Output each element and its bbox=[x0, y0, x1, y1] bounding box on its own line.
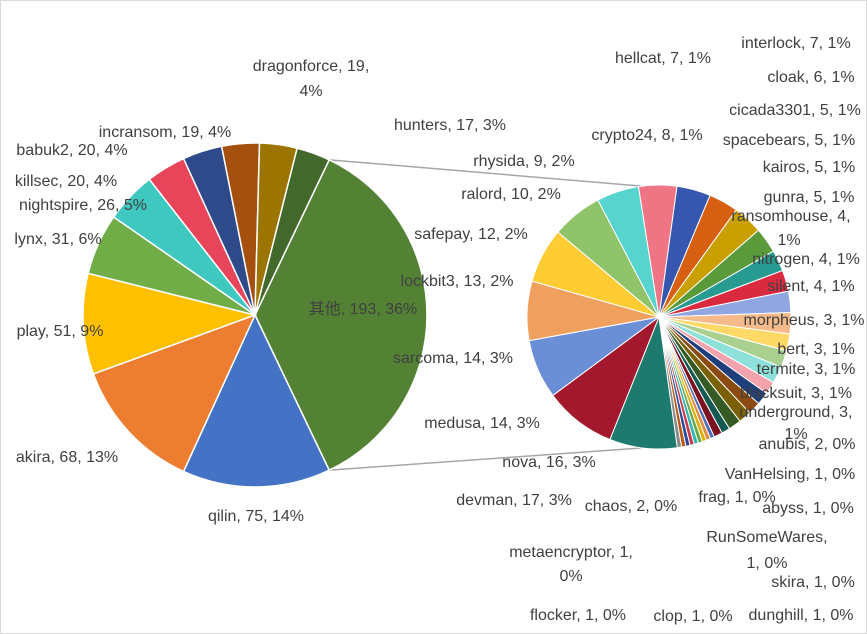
sec-label-clop: clop, 1, 0% bbox=[653, 608, 732, 625]
sec-label-blacksuit: blacksuit, 3, 1% bbox=[740, 385, 852, 402]
sec-label-morpheus: morpheus, 3, 1% bbox=[744, 312, 865, 329]
main-slice-akira bbox=[92, 313, 257, 473]
sec-label-interlock: interlock, 7, 1% bbox=[741, 35, 850, 52]
sec-label-metaencryptor-line2: 0% bbox=[559, 568, 582, 585]
sec-label-runsomewares-line1: RunSomeWares, bbox=[706, 529, 827, 546]
sec-label-hellcat: hellcat, 7, 1% bbox=[615, 50, 711, 67]
sec-label-cloak: cloak, 6, 1% bbox=[767, 69, 854, 86]
sec-label-rhysida: rhysida, 9, 2% bbox=[473, 153, 574, 170]
sec-label-underground-line2: 1% bbox=[784, 426, 807, 443]
sec-label-dunghill: dunghill, 1, 0% bbox=[749, 607, 854, 624]
main-label-hunters: hunters, 17, 3% bbox=[394, 117, 506, 134]
sec-label-chaos: chaos, 2, 0% bbox=[585, 498, 678, 515]
sec-label-abyss: abyss, 1, 0% bbox=[762, 500, 854, 517]
sec-label-ransomhouse-line2: 1% bbox=[777, 232, 800, 249]
main-label-akira: akira, 68, 13% bbox=[16, 449, 118, 466]
main-label-killsec: killsec, 20, 4% bbox=[15, 173, 117, 190]
sec-label-frag: frag, 1, 0% bbox=[698, 489, 775, 506]
sec-label-vanhelsing: VanHelsing, 1, 0% bbox=[725, 466, 855, 483]
main-label-dragonforce-line1: dragonforce, 19, bbox=[253, 58, 370, 75]
sec-label-termite: termite, 3, 1% bbox=[757, 361, 856, 378]
sec-label-medusa: medusa, 14, 3% bbox=[424, 415, 540, 432]
sec-label-nova: nova, 16, 3% bbox=[502, 454, 595, 471]
main-label-nightspire: nightspire, 26, 5% bbox=[19, 197, 147, 214]
sec-label-ransomhouse-line1: ransomhouse, 4, bbox=[731, 208, 850, 225]
sec-label-lockbit3: lockbit3, 13, 2% bbox=[401, 273, 514, 290]
sec-label-safepay: safepay, 12, 2% bbox=[414, 226, 528, 243]
sec-label-cicada3301: cicada3301, 5, 1% bbox=[729, 102, 861, 119]
sec-label-nitrogen: nitrogen, 4, 1% bbox=[752, 251, 860, 268]
main-slice-other bbox=[254, 158, 428, 472]
main-label-incransom: incransom, 19, 4% bbox=[99, 124, 232, 141]
main-label-babuk2: babuk2, 20, 4% bbox=[16, 142, 127, 159]
sec-slice-dunghill bbox=[658, 316, 683, 449]
main-label-qilin: qilin, 75, 14% bbox=[208, 508, 304, 525]
connector-line-bottom bbox=[329, 447, 642, 471]
connector-line-top bbox=[329, 159, 642, 187]
sec-label-ralord: ralord, 10, 2% bbox=[461, 186, 561, 203]
main-label-dragonforce-line2: 4% bbox=[299, 83, 322, 100]
sec-label-bert: bert, 3, 1% bbox=[777, 341, 854, 358]
secondary-pie bbox=[526, 184, 792, 450]
sec-label-sarcoma: sarcoma, 14, 3% bbox=[393, 350, 513, 367]
sec-label-devman: devman, 17, 3% bbox=[456, 492, 572, 509]
sec-label-silent: silent, 4, 1% bbox=[767, 278, 854, 295]
main-label-play: play, 51, 9% bbox=[17, 323, 104, 340]
sec-label-underground-line1: underground, 3, bbox=[740, 404, 853, 421]
main-slice-qilin bbox=[182, 313, 331, 488]
sec-label-gunra: gunra, 5, 1% bbox=[764, 189, 855, 206]
sec-label-flocker: flocker, 1, 0% bbox=[530, 607, 626, 624]
main-label-lynx: lynx, 31, 6% bbox=[14, 231, 101, 248]
sec-label-anubis: anubis, 2, 0% bbox=[759, 436, 856, 453]
sec-label-spacebears: spacebears, 5, 1% bbox=[723, 132, 856, 149]
main-label-other: 其他, 193, 36% bbox=[309, 300, 418, 318]
sec-label-runsomewares-line2: 1, 0% bbox=[747, 555, 788, 572]
sec-label-skira: skira, 1, 0% bbox=[771, 574, 855, 591]
connector-lines bbox=[329, 159, 642, 471]
sec-label-metaencryptor-line1: metaencryptor, 1, bbox=[509, 544, 633, 561]
main-slice-play bbox=[82, 272, 258, 375]
sec-label-crypto24: crypto24, 8, 1% bbox=[591, 127, 702, 144]
main-pie bbox=[82, 142, 428, 488]
data-labels: 其他, 193, 36% qilin, 75, 14% akira, 68, 13%… bbox=[14, 35, 864, 625]
sec-label-kairos: kairos, 5, 1% bbox=[763, 159, 855, 176]
main-slice-hunters bbox=[254, 147, 331, 316]
